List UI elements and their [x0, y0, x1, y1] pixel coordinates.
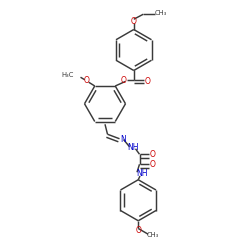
Text: O: O — [135, 226, 141, 235]
Text: O: O — [145, 77, 151, 86]
Text: O: O — [120, 76, 126, 85]
Text: CH₃: CH₃ — [147, 232, 160, 238]
Text: H₃C: H₃C — [62, 72, 74, 78]
Text: NH: NH — [136, 169, 148, 178]
Text: O: O — [149, 160, 155, 169]
Text: NH: NH — [127, 143, 139, 152]
Text: O: O — [149, 150, 155, 159]
Text: N: N — [120, 134, 126, 143]
Text: CH₃: CH₃ — [154, 10, 167, 16]
Text: O: O — [131, 17, 137, 26]
Text: O: O — [84, 76, 90, 86]
